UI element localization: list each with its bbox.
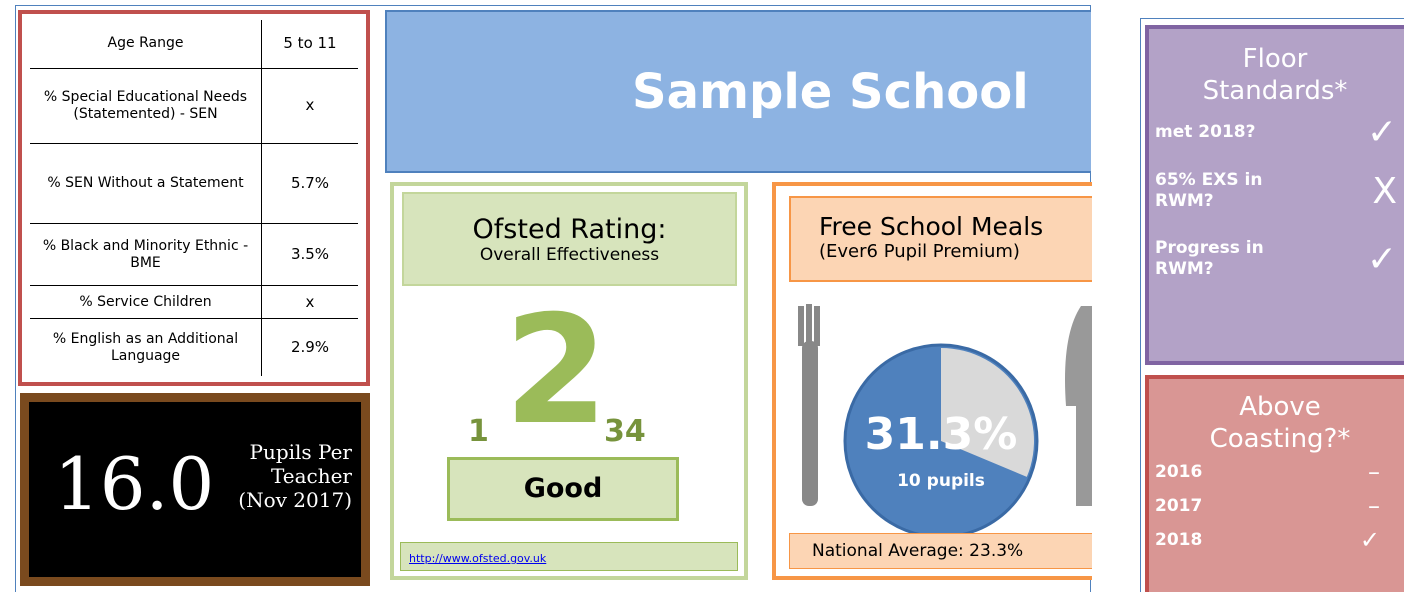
- pie-pupils: 10 pupils: [897, 471, 985, 491]
- header: Sample School: [385, 10, 1091, 173]
- row-label: % Special Educational Needs (Statemented…: [30, 68, 262, 144]
- coasting-row: 2017 –: [1155, 489, 1380, 523]
- row-value: 5.7%: [261, 143, 358, 225]
- rating-box: Good: [447, 457, 679, 521]
- coasting-title: Above Coasting?*: [1209, 392, 1351, 454]
- fsm-title-box: Free School Meals (Ever6 Pupil Premium): [789, 196, 1092, 282]
- link-box: http://www.ofsted.gov.uk: [400, 542, 738, 571]
- pie-chart: 31.3% 10 pupils: [798, 304, 1092, 536]
- coasting-mark: –: [1368, 492, 1380, 520]
- school-name: Sample School: [632, 64, 1029, 120]
- floor-mark: ✓: [1366, 111, 1397, 153]
- row-label: % Service Children: [30, 285, 262, 320]
- knife: [1065, 306, 1092, 506]
- floor-label: Progress in RWM?: [1155, 238, 1264, 279]
- row-value: 5 to 11: [261, 20, 358, 69]
- floor-title: Floor Standards*: [1202, 44, 1348, 106]
- rating-scale-high: 34: [604, 414, 646, 449]
- floor-mark: X: [1372, 170, 1397, 212]
- row-label: Age Range: [30, 20, 262, 69]
- floor-row: met 2018? ✓: [1155, 107, 1404, 157]
- fsm-panel: Free School Meals (Ever6 Pupil Premium) …: [772, 182, 1092, 580]
- table-row: % Service Children x: [30, 285, 358, 320]
- table-row: % English as an Additional Language 2.9%: [30, 318, 358, 376]
- row-value: 2.9%: [261, 318, 358, 376]
- row-value: x: [261, 285, 358, 320]
- floor-row: 65% EXS in RWM? X: [1155, 157, 1404, 225]
- right-frame: [1140, 18, 1404, 592]
- row-label: % Black and Minority Ethnic - BME: [30, 223, 262, 287]
- table-row: % Black and Minority Ethnic - BME 3.5%: [30, 223, 358, 287]
- ofsted-subtitle: Overall Effectiveness: [479, 245, 660, 265]
- ofsted-panel: Ofsted Rating: Overall Effectiveness 1 2…: [390, 182, 748, 580]
- coasting-panel: Above Coasting?* 2016 – 2017 – 2018 ✓: [1145, 375, 1404, 592]
- coasting-row: 2018 ✓: [1155, 523, 1380, 557]
- floor-mark: ✓: [1366, 238, 1397, 280]
- pie-label: 31.3%: [865, 409, 1018, 460]
- ofsted-title: Ofsted Rating:: [472, 214, 667, 245]
- fsm-title: Free School Meals: [819, 212, 1044, 241]
- table-row: % SEN Without a Statement 5.7%: [30, 143, 358, 225]
- fsm-subtitle: (Ever6 Pupil Premium): [819, 241, 1020, 262]
- coasting-label: 2016: [1155, 462, 1203, 482]
- row-value: 3.5%: [261, 223, 358, 287]
- fork: [798, 304, 820, 506]
- chalkboard: 16.0 Pupils Per Teacher (Nov 2017): [20, 393, 370, 586]
- ratio-label: Pupils Per Teacher (Nov 2017): [238, 440, 352, 512]
- floor-row: Progress in RWM? ✓: [1155, 225, 1404, 293]
- coasting-mark: ✓: [1359, 526, 1380, 554]
- table: Age Range 5 to 11% Special Educational Ne…: [30, 20, 358, 376]
- national-average-box: National Average: 23.3%: [789, 533, 1092, 569]
- chalkboard-inner: 16.0 Pupils Per Teacher (Nov 2017): [29, 402, 361, 577]
- rating-scale-current: 2: [504, 284, 609, 458]
- floor-panel: Floor Standards* met 2018? ✓ 65% EXS in RW…: [1145, 25, 1404, 365]
- row-label: % SEN Without a Statement: [30, 143, 262, 225]
- row-label: % English as an Additional Language: [52, 330, 239, 364]
- ofsted-title-box: Ofsted Rating: Overall Effectiveness: [402, 192, 737, 286]
- coasting-mark: –: [1368, 458, 1380, 486]
- stats-table: Age Range 5 to 11% Special Educational Ne…: [18, 10, 370, 386]
- floor-label: met 2018?: [1155, 121, 1256, 142]
- table-row: % Special Educational Needs (Statemented…: [30, 68, 358, 144]
- ratio-value: 16.0: [54, 442, 215, 526]
- coasting-label: 2018: [1155, 530, 1203, 550]
- floor-label: 65% EXS in RWM?: [1155, 170, 1263, 211]
- pie-slice: [941, 348, 1034, 477]
- row-value: x: [261, 68, 358, 144]
- table-row: Age Range 5 to 11: [30, 20, 358, 69]
- rating-scale-low: 1: [468, 414, 489, 449]
- coasting-row: 2016 –: [1155, 455, 1380, 489]
- coasting-label: 2017: [1155, 496, 1203, 516]
- ofsted-link[interactable]: http://www.ofsted.gov.uk: [409, 552, 547, 565]
